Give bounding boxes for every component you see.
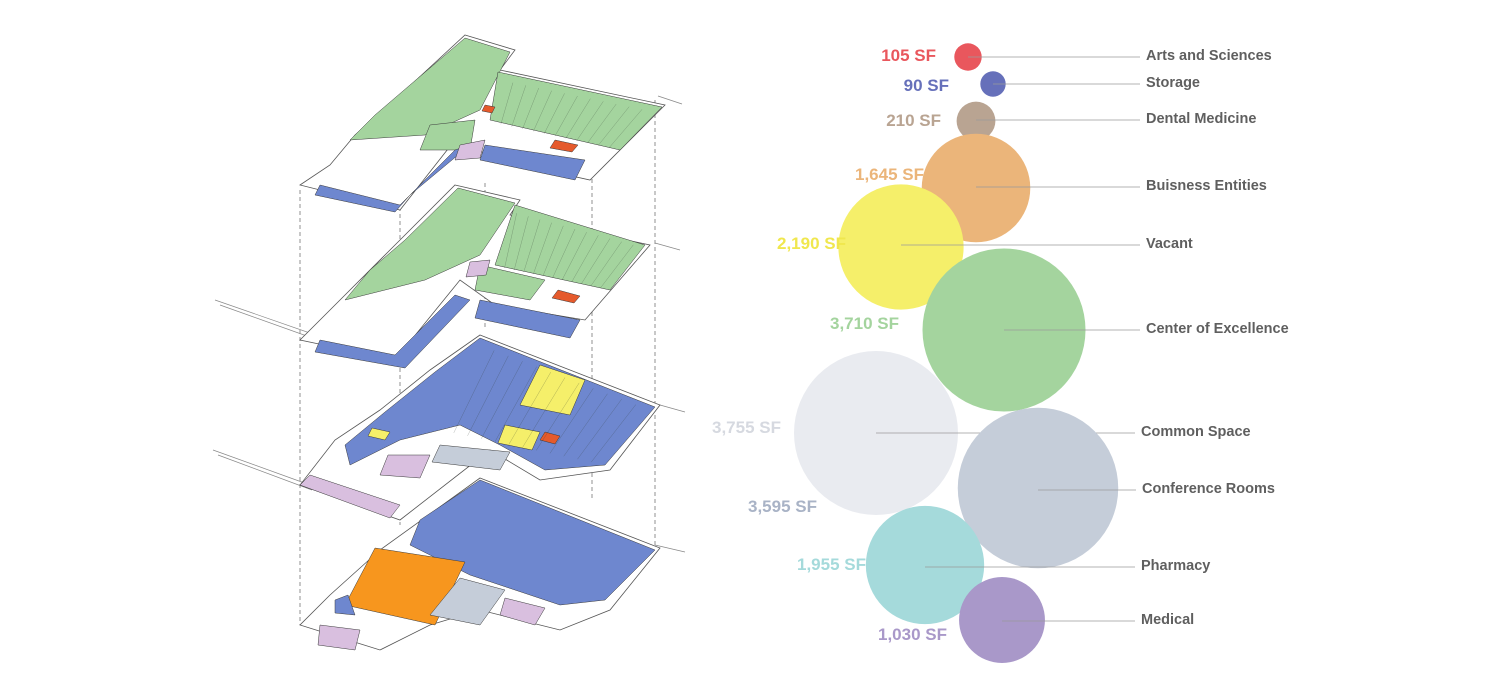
area-value: 3,755 SF	[712, 418, 781, 437]
room-divider	[500, 82, 514, 125]
room-divider	[522, 377, 566, 448]
category-label: Conference Rooms	[1142, 481, 1275, 497]
floor-2-blue-main	[344, 337, 656, 471]
floor-4-red-room-1	[549, 139, 579, 153]
floor-2-gray-rooms	[431, 444, 511, 471]
room-divider	[577, 399, 622, 460]
floor-2-yellow-area	[519, 364, 586, 416]
area-value: 1,955 SF	[797, 555, 866, 574]
floor-2	[299, 334, 661, 521]
room-grid-texture	[453, 82, 643, 463]
area-value: 105 SF	[881, 46, 936, 65]
floor-4-red-room-2	[481, 104, 496, 114]
floor-3-red-room	[551, 289, 581, 304]
category-label: Medical	[1141, 612, 1195, 628]
room-divider	[600, 244, 634, 289]
room-divider	[591, 404, 637, 463]
room-divider	[533, 222, 552, 275]
category-label: Vacant	[1146, 236, 1193, 252]
floor-3-pink-room	[465, 259, 491, 278]
category-label: Buisness Entities	[1146, 178, 1267, 194]
room-divider	[576, 101, 604, 141]
room-divider	[581, 238, 611, 285]
floor-4-pink-room	[454, 139, 486, 161]
area-value: 3,710 SF	[830, 314, 899, 333]
room-divider	[590, 241, 622, 287]
room-divider	[565, 98, 591, 139]
category-label: Arts and Sciences	[1146, 48, 1272, 64]
room-divider	[571, 235, 599, 283]
floor-1-pink-rooms	[499, 597, 546, 626]
floor-2-red-room	[539, 431, 561, 445]
room-divider	[608, 109, 643, 148]
room-divider	[533, 90, 552, 132]
floor-1-blue-main	[409, 479, 656, 606]
floor-4-green-wing-north	[349, 37, 511, 141]
room-divider	[513, 216, 529, 271]
room-divider	[561, 232, 587, 281]
area-value: 210 SF	[886, 111, 941, 130]
room-divider	[481, 361, 523, 439]
room-divider	[543, 93, 565, 134]
floor-3-green-wing-east	[494, 204, 646, 291]
bubble-conference-rooms	[957, 407, 1119, 569]
floor-4-blue-corridor-west	[314, 144, 471, 213]
area-value: 90 SF	[903, 76, 949, 95]
floor-4-green-wing-east	[489, 71, 663, 151]
room-divider	[511, 85, 527, 127]
category-label: Common Space	[1141, 424, 1251, 440]
floor-3-blue-corridor-west	[314, 294, 471, 369]
room-divider	[549, 388, 594, 454]
floor-3-green-wing-north	[344, 187, 516, 301]
floor-2-yellow-room-small	[367, 427, 391, 441]
room-divider	[467, 355, 509, 436]
category-label: Center of Excellence	[1146, 321, 1289, 337]
room-divider	[494, 366, 537, 442]
bubble-dental-medicine	[956, 101, 996, 141]
area-value: 1,645 SF	[855, 165, 924, 184]
room-divider	[598, 106, 630, 146]
floor-4-blue-corridor-south	[479, 144, 586, 181]
category-label: Pharmacy	[1141, 558, 1211, 574]
room-divider	[523, 219, 541, 273]
floor-2-pink-room	[379, 454, 431, 479]
floor-4	[299, 34, 666, 213]
bubble-vacant	[838, 184, 964, 310]
floor-1-blue-west	[334, 594, 356, 616]
room-divider	[536, 382, 580, 451]
area-value: 3,595 SF	[748, 497, 817, 516]
room-divider	[508, 371, 552, 445]
floor-3	[299, 184, 651, 369]
area-value: 1,030 SF	[878, 625, 947, 644]
room-divider	[587, 103, 617, 144]
room-divider	[563, 393, 608, 457]
floor-3-blue-corridor-south	[474, 299, 581, 339]
floor-1	[299, 477, 661, 651]
room-divider	[554, 95, 578, 137]
category-label: Storage	[1146, 75, 1200, 91]
floor-1-pink-corner	[317, 624, 361, 651]
room-divider	[504, 213, 517, 269]
room-divider	[542, 225, 564, 277]
floor-1-orange-hall	[344, 547, 466, 626]
room-divider	[453, 350, 495, 434]
room-divider	[552, 228, 576, 279]
floor-2-yellow-rooms	[497, 424, 541, 451]
area-value: 2,190 SF	[777, 234, 846, 253]
bubble-pharmacy	[865, 505, 985, 625]
bubble-medical	[959, 577, 1045, 663]
bubble-center-of-excellence	[922, 248, 1086, 412]
floor-3-green-rooms	[474, 264, 546, 301]
floor-2-pink-wing	[299, 474, 401, 519]
room-divider	[522, 87, 539, 130]
category-label: Dental Medicine	[1146, 111, 1257, 127]
floor-1-gray-rooms	[429, 577, 506, 626]
